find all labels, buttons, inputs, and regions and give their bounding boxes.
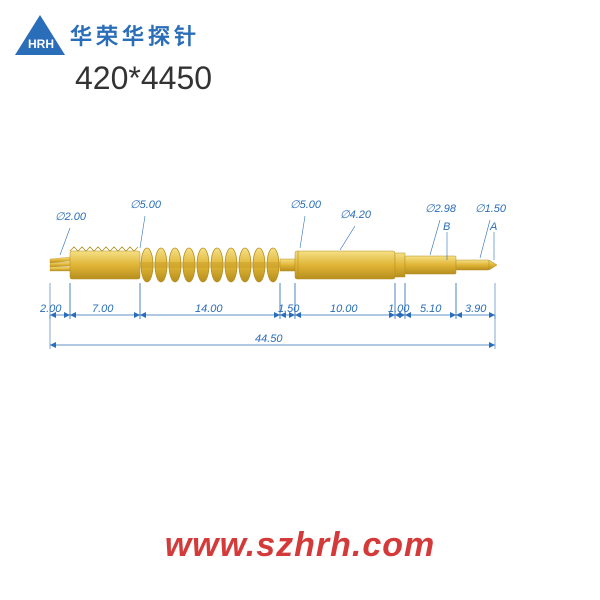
svg-text:∅5.00: ∅5.00: [130, 200, 162, 211]
logo-area: HRH 华荣华探针: [15, 15, 200, 55]
svg-text:44.50: 44.50: [255, 333, 283, 345]
svg-text:1.00: 1.00: [388, 303, 410, 315]
svg-text:A: A: [489, 221, 497, 233]
svg-text:5.10: 5.10: [420, 303, 442, 315]
svg-text:10.00: 10.00: [330, 303, 358, 315]
svg-text:14.00: 14.00: [195, 303, 223, 315]
svg-text:2.00: 2.00: [39, 303, 62, 315]
svg-text:B: B: [443, 221, 450, 233]
svg-text:∅1.50: ∅1.50: [475, 203, 507, 215]
svg-text:∅5.00: ∅5.00: [290, 200, 322, 211]
svg-text:7.00: 7.00: [92, 303, 114, 315]
technical-diagram: ∅2.00 ∅5.00 ∅5.00 ∅4.20 ∅2.98 ∅1.50 B A 2.00 7.00…: [30, 200, 570, 400]
logo-triangle: HRH: [15, 15, 65, 55]
company-name: 华荣华探针: [70, 19, 200, 51]
logo-abbrev: HRH: [28, 37, 54, 51]
svg-text:1.50: 1.50: [278, 303, 300, 315]
svg-text:∅2.98: ∅2.98: [425, 203, 457, 215]
svg-text:∅4.20: ∅4.20: [340, 209, 372, 221]
svg-text:∅2.00: ∅2.00: [55, 211, 87, 223]
svg-text:3.90: 3.90: [465, 303, 487, 315]
website-url: www.szhrh.com: [0, 526, 600, 565]
product-title: 420*4450: [75, 60, 212, 97]
